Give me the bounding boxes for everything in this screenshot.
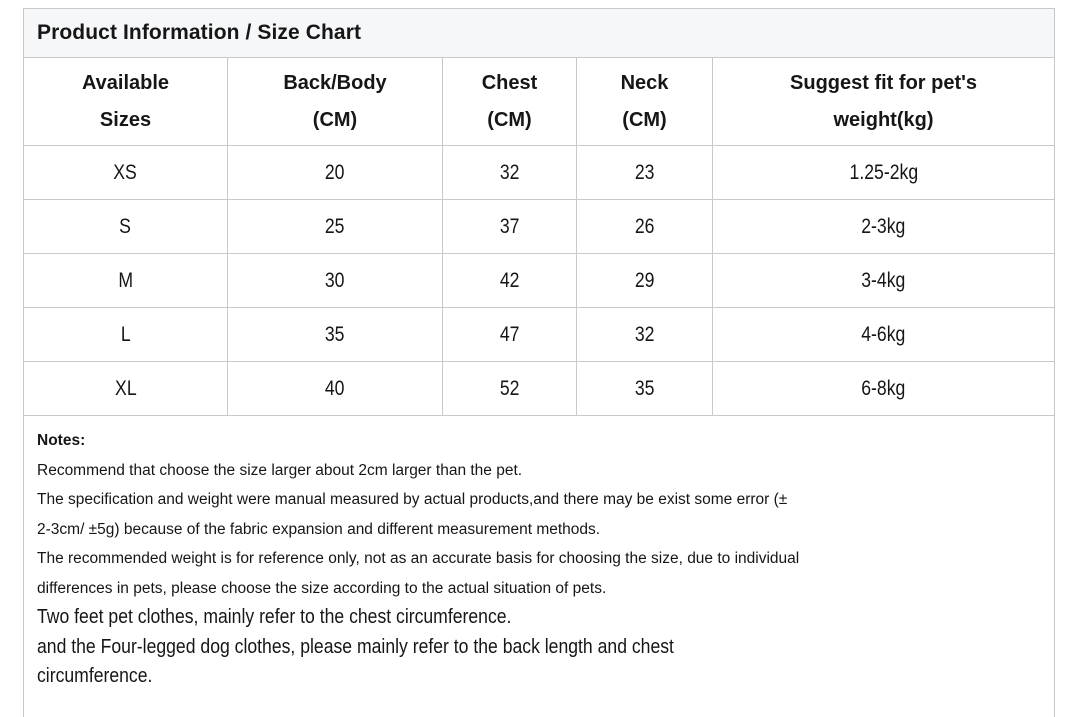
column-header-line: (CM) xyxy=(487,108,532,131)
note-line-text: circumference. xyxy=(37,665,153,687)
size-value: XS xyxy=(113,160,138,184)
column-header-chest: Chest (CM) xyxy=(442,57,577,146)
column-header-weight: Suggest fit for pet's weight(kg) xyxy=(711,57,1056,146)
neck-cell: 26 xyxy=(576,199,713,254)
size-value: M xyxy=(118,268,133,292)
chest-cell: 52 xyxy=(442,361,577,416)
chest-cell: 32 xyxy=(442,145,577,200)
neck-cell: 23 xyxy=(576,145,713,200)
back-cell: 40 xyxy=(227,361,443,416)
notes-label: Notes: xyxy=(37,432,86,449)
title-row: Product Information / Size Chart xyxy=(22,8,1056,58)
chest-cell: 37 xyxy=(442,199,577,254)
table-row-s: S 25 37 26 2-3kg xyxy=(23,199,1056,254)
back-cell: 35 xyxy=(227,307,443,362)
chest-value: 42 xyxy=(499,268,520,292)
size-value: S xyxy=(119,214,132,238)
weight-cell: 6-8kg xyxy=(711,361,1056,416)
note-line: circumference. xyxy=(37,662,1040,692)
neck-cell: 32 xyxy=(576,307,713,362)
column-header-line: (CM) xyxy=(312,108,358,131)
back-value: 35 xyxy=(325,322,345,346)
weight-cell: 1.25-2kg xyxy=(711,145,1056,200)
note-line: and the Four-legged dog clothes, please … xyxy=(37,633,1040,663)
neck-value: 32 xyxy=(634,322,655,346)
note-line-text: Two feet pet clothes, mainly refer to th… xyxy=(37,606,512,628)
column-header-line: Suggest fit for pet's xyxy=(790,71,977,94)
note-line: Recommend that choose the size larger ab… xyxy=(37,461,523,479)
page-title: Product Information / Size Chart xyxy=(22,8,1056,58)
neck-cell: 29 xyxy=(576,253,713,308)
size-cell: XS xyxy=(23,145,228,200)
weight-value: 2-3kg xyxy=(861,214,906,238)
column-header-line: Chest xyxy=(481,71,538,94)
column-header-line: Available xyxy=(81,71,170,94)
weight-value: 3-4kg xyxy=(861,268,906,292)
table-row-m: M 30 42 29 3-4kg xyxy=(23,253,1056,308)
size-value: XL xyxy=(114,376,137,400)
note-line: The recommended weight is for reference … xyxy=(37,550,800,567)
chest-value: 37 xyxy=(499,214,520,238)
table-row-l: L 35 47 32 4-6kg xyxy=(23,307,1056,362)
note-line-text: and the Four-legged dog clothes, please … xyxy=(37,635,674,658)
back-cell: 30 xyxy=(227,253,443,308)
weight-value: 1.25-2kg xyxy=(849,160,918,184)
neck-value: 29 xyxy=(634,268,655,292)
column-header-line: Sizes xyxy=(99,108,152,131)
note-line: The specification and weight were manual… xyxy=(37,491,788,508)
size-value: L xyxy=(120,322,131,346)
column-header-line: Neck xyxy=(620,71,669,94)
column-header-line: weight(kg) xyxy=(833,108,934,131)
column-header-neck: Neck (CM) xyxy=(576,57,713,146)
neck-value: 23 xyxy=(634,160,655,184)
neck-value: 35 xyxy=(634,376,655,400)
weight-cell: 3-4kg xyxy=(711,253,1056,308)
size-chart-table: Product Information / Size Chart Availab… xyxy=(22,8,1056,717)
column-header-back-body: Back/Body (CM) xyxy=(227,57,443,146)
size-cell: L xyxy=(23,307,228,362)
weight-cell: 4-6kg xyxy=(711,307,1056,362)
back-value: 25 xyxy=(325,214,345,238)
note-line: differences in pets, please choose the s… xyxy=(37,579,607,597)
size-chart-sheet: Product Information / Size Chart Availab… xyxy=(22,8,1056,717)
table-row-xl: XL 40 52 35 6-8kg xyxy=(23,361,1056,416)
back-value: 30 xyxy=(325,268,345,292)
chest-cell: 42 xyxy=(442,253,577,308)
header-row: Available Sizes Back/Body (CM) Chest (CM… xyxy=(23,57,1056,146)
back-cell: 25 xyxy=(227,199,443,254)
column-header-line: Back/Body xyxy=(283,71,387,94)
back-value: 20 xyxy=(325,160,345,184)
back-cell: 20 xyxy=(227,145,443,200)
notes-section: Notes: Recommend that choose the size la… xyxy=(22,415,1056,717)
size-cell: M xyxy=(23,253,228,308)
chest-value: 32 xyxy=(499,160,520,184)
back-value: 40 xyxy=(325,376,345,400)
weight-cell: 2-3kg xyxy=(711,199,1056,254)
weight-value: 6-8kg xyxy=(861,376,906,400)
note-line: 2-3cm/ ±5g) because of the fabric expans… xyxy=(37,520,601,538)
size-cell: S xyxy=(23,199,228,254)
weight-value: 4-6kg xyxy=(861,322,906,346)
column-header-available-sizes: Available Sizes xyxy=(23,57,228,146)
neck-value: 26 xyxy=(634,214,655,238)
size-cell: XL xyxy=(23,361,228,416)
notes-row: Notes: Recommend that choose the size la… xyxy=(22,415,1056,717)
chest-cell: 47 xyxy=(442,307,577,362)
neck-cell: 35 xyxy=(576,361,713,416)
table-row-xs: XS 20 32 23 1.25-2kg xyxy=(23,145,1056,200)
chest-value: 52 xyxy=(499,376,520,400)
column-header-line: (CM) xyxy=(622,108,667,131)
note-line: Two feet pet clothes, mainly refer to th… xyxy=(37,603,1040,633)
chest-value: 47 xyxy=(499,322,520,346)
